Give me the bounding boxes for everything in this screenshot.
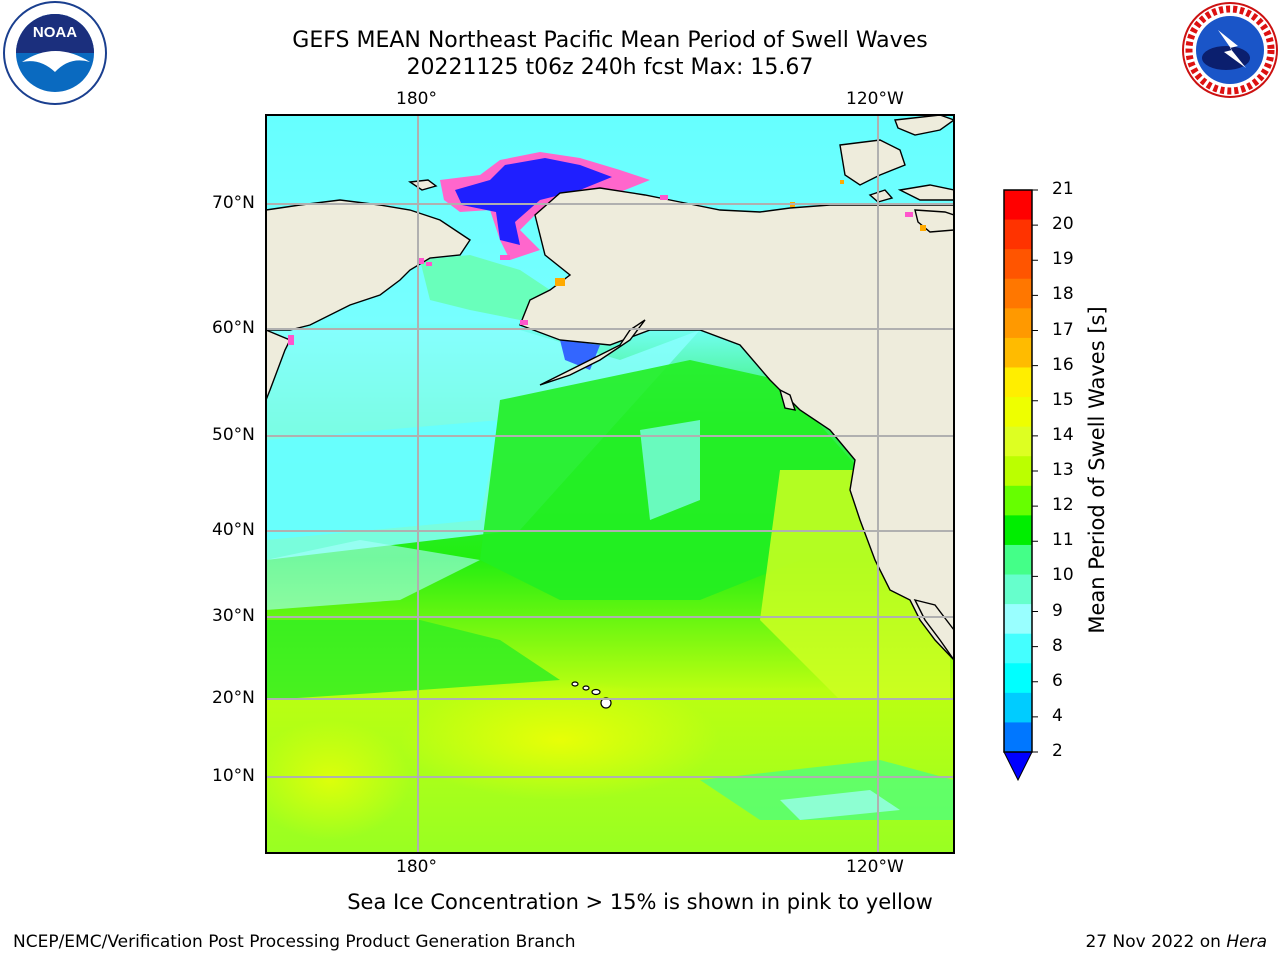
sea-ice-edge	[288, 195, 913, 345]
colorbar-bin	[1004, 722, 1032, 753]
colorbar-tick-label: 6	[1052, 670, 1063, 691]
colorbar-bin	[1004, 367, 1032, 398]
colorbar-tick-label: 20	[1052, 214, 1074, 235]
colorbar-bin	[1004, 219, 1032, 250]
colorbar-label: Mean Period of Swell Waves [s]	[1085, 306, 1109, 633]
noaa-logo-icon: NOAA	[3, 1, 107, 105]
map-area	[266, 115, 954, 853]
colorbar-tick-label: 18	[1052, 284, 1074, 305]
noaa-logo-text: NOAA	[33, 24, 77, 41]
nws-logo-icon	[1182, 2, 1278, 98]
lat-label-20n: 20°N	[212, 688, 255, 708]
lat-label-50n: 50°N	[212, 425, 255, 445]
footer-date: 27 Nov 2022 on Hera	[1085, 932, 1267, 952]
colorbar-bin	[1004, 485, 1032, 516]
colorbar-tick-label: 19	[1052, 249, 1074, 270]
colorbar-tick-label: 9	[1052, 600, 1063, 621]
colorbar-tick-label: 4	[1052, 705, 1063, 726]
lat-label-30n: 30°N	[212, 606, 255, 626]
colorbar-bin	[1004, 308, 1032, 339]
footer-date-text: 27 Nov 2022 on	[1085, 932, 1221, 952]
footer-branch: NCEP/EMC/Verification Post Processing Pr…	[13, 932, 576, 952]
footer-host: Hera	[1226, 932, 1267, 952]
colorbar-tick-label: 16	[1052, 354, 1074, 375]
colorbar-bin	[1004, 633, 1032, 664]
chart-title: GEFS MEAN Northeast Pacific Mean Period …	[292, 28, 928, 53]
lon-label-top-120w: 120°W	[846, 89, 904, 109]
colorbar-bin	[1004, 544, 1032, 576]
colorbar-bin	[1004, 515, 1032, 546]
colorbar-tick-label: 2	[1052, 741, 1063, 761]
lon-label-top-180: 180°	[396, 89, 437, 109]
chart-subtitle: 20221125 t06z 240h fcst Max: 15.67	[406, 55, 814, 80]
lat-label-10n: 10°N	[212, 766, 255, 786]
colorbar-bin	[1004, 574, 1032, 605]
sea-ice-note: Sea Ice Concentration > 15% is shown in …	[347, 890, 933, 914]
colorbar-tick-label: 14	[1052, 424, 1074, 445]
colorbar-tick-label: 12	[1052, 495, 1074, 516]
graticule	[266, 115, 954, 853]
hawaii-islands	[571, 681, 612, 709]
colorbar-bin	[1004, 397, 1032, 428]
colorbar-tick-label: 10	[1052, 565, 1074, 586]
lon-label-bottom-180: 180°	[396, 857, 437, 877]
colorbar	[1003, 189, 1038, 782]
colorbar-bin	[1004, 426, 1032, 457]
colorbar-bin	[1004, 692, 1032, 723]
colorbar-bin	[1004, 604, 1032, 635]
colorbar-tick-label: 11	[1052, 530, 1074, 551]
colorbar-tick-label: 17	[1052, 319, 1074, 340]
colorbar-tick-label: 13	[1052, 460, 1074, 480]
colorbar-bin	[1004, 663, 1032, 694]
colorbar-bin	[1004, 190, 1032, 221]
lat-label-40n: 40°N	[212, 520, 255, 540]
colorbar-bin	[1004, 337, 1032, 368]
lon-label-bottom-120w: 120°W	[846, 857, 904, 877]
colorbar-bin	[1004, 249, 1032, 280]
map-frame	[265, 114, 955, 854]
lat-label-70n: 70°N	[212, 193, 255, 213]
colorbar-tick-label: 21	[1052, 179, 1074, 199]
colorbar-bin	[1004, 278, 1032, 309]
colorbar-tick-label: 8	[1052, 635, 1063, 656]
swell-field	[266, 330, 954, 840]
colorbar-tick-label: 15	[1052, 389, 1074, 410]
colorbar-bin	[1004, 456, 1032, 487]
colorbar-under-triangle	[1003, 751, 1033, 782]
lat-label-60n: 60°N	[212, 318, 255, 338]
